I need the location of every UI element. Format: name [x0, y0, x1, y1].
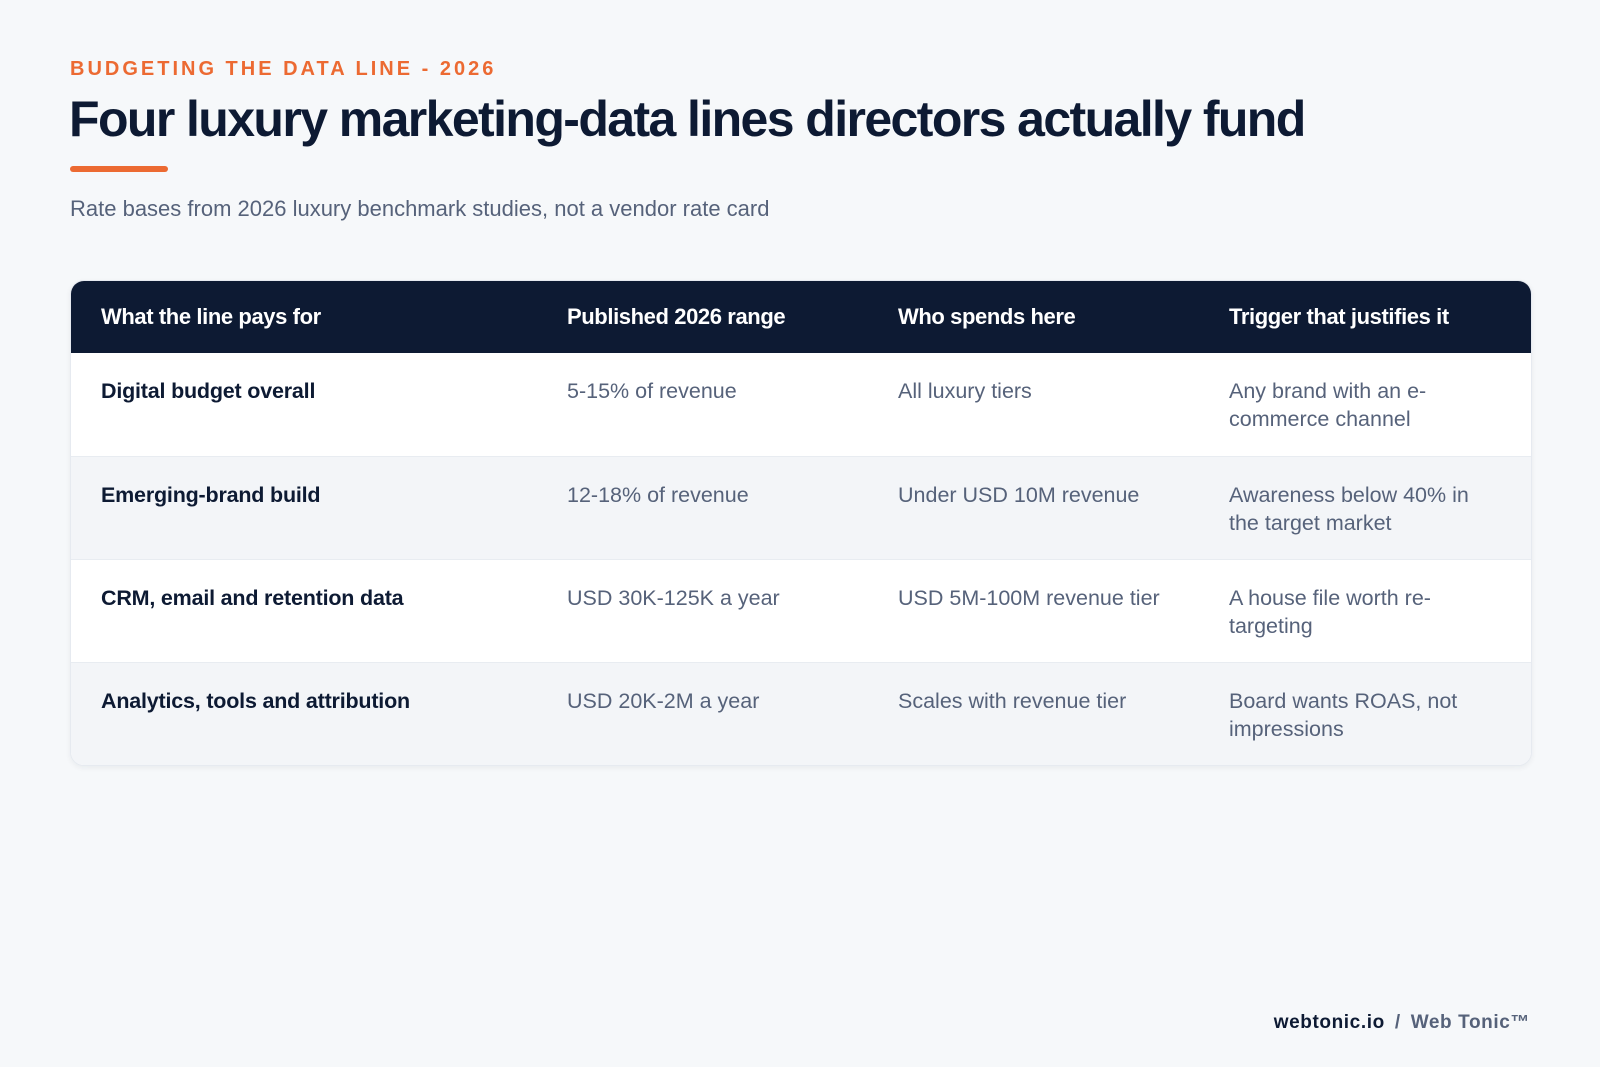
- budget-table: What the line pays for Published 2026 ra…: [71, 281, 1531, 765]
- column-header-range: Published 2026 range: [567, 304, 786, 329]
- cell-line: CRM, email and retention data: [101, 585, 404, 610]
- page-subtitle: Rate bases from 2026 luxury benchmark st…: [70, 196, 770, 221]
- footer-domain: webtonic.io: [1273, 1012, 1385, 1033]
- cell-range: 5-15% of revenue: [567, 379, 737, 403]
- column-header-trigger: Trigger that justifies it: [1229, 304, 1449, 329]
- budget-table-card: What the line pays for Published 2026 ra…: [70, 280, 1532, 766]
- table-row: Digital budget overall 5-15% of revenue …: [71, 353, 1531, 456]
- table-header-row: What the line pays for Published 2026 ra…: [71, 281, 1531, 353]
- cell-range: 12-18% of revenue: [567, 482, 749, 507]
- footer-brand: Web Tonic™: [1410, 1012, 1530, 1033]
- cell-who: Scales with revenue tier: [898, 688, 1127, 713]
- footer-separator: /: [1394, 1012, 1401, 1033]
- title-accent-rule: [70, 166, 168, 172]
- cell-trigger: Board wants ROAS, not impressions: [1229, 688, 1458, 741]
- cell-line: Emerging-brand build: [101, 482, 321, 507]
- eyebrow-label: BUDGETING THE DATA LINE - 2026: [70, 58, 497, 80]
- cell-line: Digital budget overall: [101, 379, 316, 403]
- page-title: Four luxury marketing-data lines directo…: [69, 91, 1306, 147]
- table-row: Analytics, tools and attribution USD 20K…: [71, 662, 1531, 765]
- table-row: CRM, email and retention data USD 30K-12…: [71, 559, 1531, 662]
- cell-trigger: Any brand with an e-commerce channel: [1229, 379, 1427, 431]
- cell-who: All luxury tiers: [898, 379, 1032, 403]
- cell-trigger: A house file worth re-targeting: [1229, 585, 1431, 638]
- cell-line: Analytics, tools and attribution: [101, 688, 410, 713]
- column-header-line: What the line pays for: [101, 304, 321, 329]
- cell-who: USD 5M-100M revenue tier: [898, 585, 1160, 610]
- table-row: Emerging-brand build 12-18% of revenue U…: [71, 456, 1531, 559]
- footer-credit: webtonic.io / Web Tonic™: [1274, 1012, 1530, 1034]
- column-header-who: Who spends here: [898, 304, 1076, 329]
- cell-range: USD 20K-2M a year: [567, 688, 760, 713]
- cell-range: USD 30K-125K a year: [567, 585, 780, 610]
- cell-trigger: Awareness below 40% in the target market: [1229, 482, 1469, 535]
- cell-who: Under USD 10M revenue: [898, 482, 1140, 507]
